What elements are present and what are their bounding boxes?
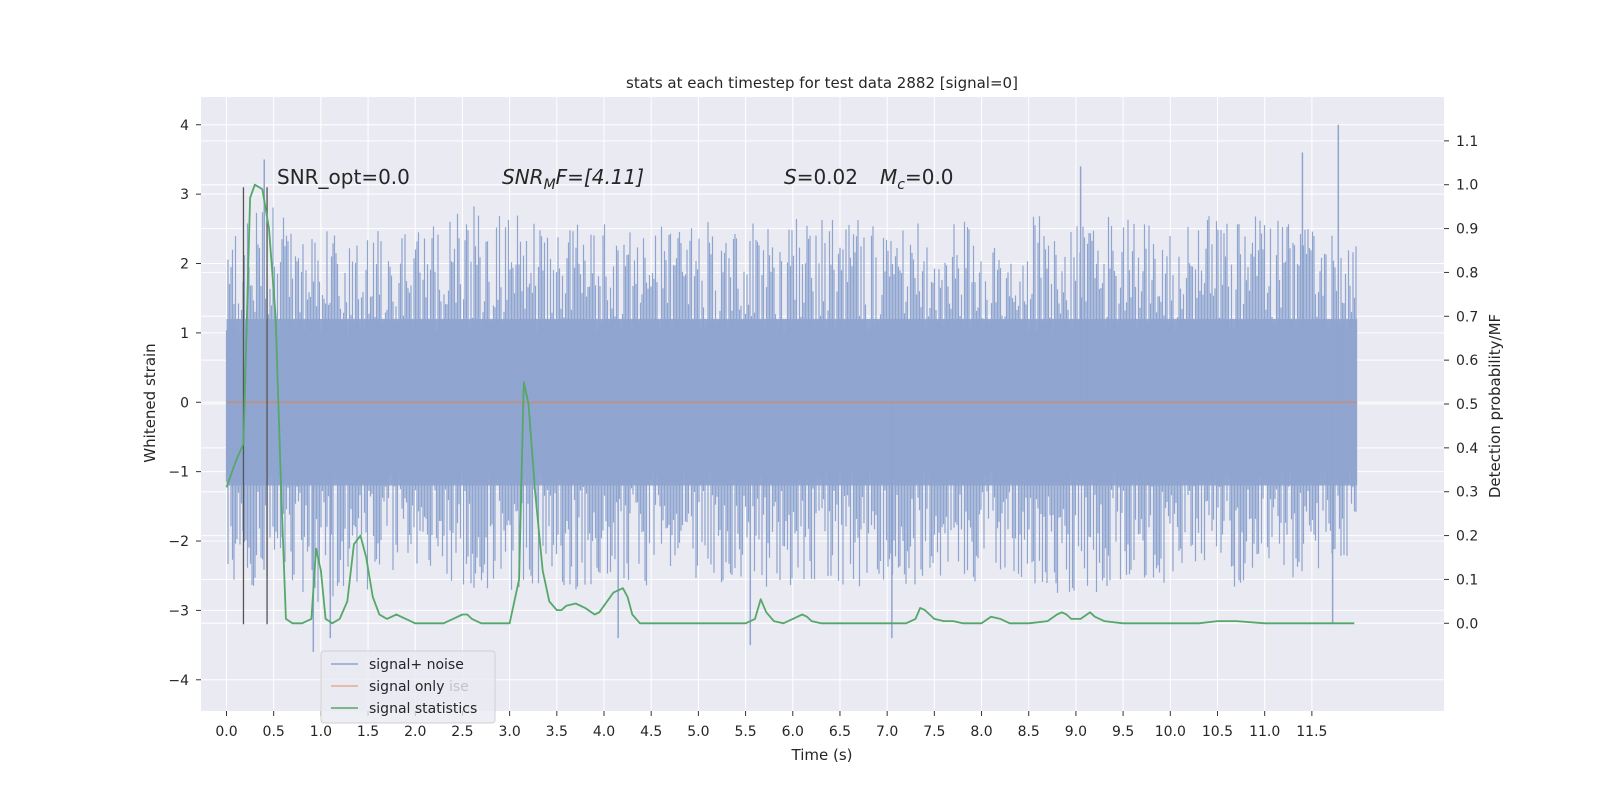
y-right-tick-label: 1.1 [1456, 134, 1478, 150]
y-tick-label: −2 [168, 534, 189, 550]
y-tick-label: 4 [180, 118, 189, 134]
y-right-tick-label: 0.6 [1456, 353, 1478, 369]
x-tick-label: 7.5 [923, 724, 945, 740]
signal-statistics-line [225, 183, 1355, 625]
x-axis-ticks: 0.0 0.5 1.0 1.5 2.0 2.5 3.0 3.5 4.0 4.5 5.0 5.5 6.0 6… [215, 711, 1327, 740]
y-right-tick-label: 0.8 [1456, 265, 1478, 281]
annotation-snr-opt: SNR_opt=0.0 [277, 165, 410, 189]
annotation-snr-mf: SNRMF=[4.11] [502, 165, 644, 193]
annotation-s-value: =0.02 [797, 165, 858, 189]
noise-trace [225, 206, 1357, 602]
y-right-axis-ticks: 1.1 1.0 0.9 0.8 0.7 0.6 0.5 0.4 0.3 0.2 0.1 0.0 [1444, 134, 1478, 632]
annotation-mc: Mc=0.0 [880, 165, 954, 193]
x-tick-label: 11.5 [1296, 724, 1327, 740]
legend-label-signal-only: signal only [369, 679, 444, 695]
x-tick-label: 4.5 [640, 724, 662, 740]
y-right-tick-label: 0.4 [1456, 441, 1478, 457]
y-tick-label: −4 [168, 673, 189, 689]
x-tick-label: 7.0 [876, 724, 898, 740]
y-tick-label: 1 [180, 326, 189, 342]
legend-overlap-text: ise [449, 679, 469, 695]
y-tick-label: 2 [180, 257, 189, 273]
annotation-mc-symbol: M [880, 165, 897, 189]
x-tick-label: 9.0 [1065, 724, 1087, 740]
legend-box [320, 650, 496, 724]
x-tick-label: 5.5 [734, 724, 756, 740]
x-tick-label: 10.5 [1202, 724, 1233, 740]
y-axis-ticks: 4 3 2 1 0 −1 −2 −3 −4 [168, 118, 201, 689]
x-tick-label: 2.5 [451, 724, 473, 740]
annotation-snr-mf-sub: M [544, 177, 556, 193]
y-right-tick-label: 0.1 [1456, 572, 1478, 588]
series-signal-statistics [225, 183, 1355, 625]
legend-label-signal-noise: signal+ noise [369, 657, 464, 673]
annotation-snr-mf-main: SNR [502, 165, 544, 189]
y-right-tick-label: 0.2 [1456, 529, 1478, 545]
annotation-s-symbol: S [784, 165, 797, 189]
y-right-axis-label: Detection probability/MF [1486, 314, 1504, 498]
x-tick-label: 1.0 [310, 724, 332, 740]
annotation-s: S=0.02 [784, 165, 858, 189]
annotation-snr-mf-rest: F=[4.11] [556, 165, 644, 189]
x-axis-label: Time (s) [791, 746, 853, 764]
x-tick-label: 6.0 [782, 724, 804, 740]
y-right-tick-label: 0.0 [1456, 616, 1478, 632]
y-right-tick-label: 0.7 [1456, 309, 1478, 325]
legend-label-signal-statistics: signal statistics [369, 701, 477, 717]
x-tick-label: 9.5 [1112, 724, 1134, 740]
y-right-tick-label: 0.9 [1456, 222, 1478, 238]
annotation-mc-value: =0.0 [905, 165, 954, 189]
x-tick-label: 6.5 [829, 724, 851, 740]
y-right-tick-label: 0.5 [1456, 397, 1478, 413]
x-tick-label: 3.0 [498, 724, 520, 740]
y-tick-label: −3 [168, 603, 189, 619]
y-tick-label: 3 [180, 187, 189, 203]
x-tick-label: 3.5 [546, 724, 568, 740]
y-tick-label: −1 [168, 465, 189, 481]
x-tick-label: 10.0 [1155, 724, 1186, 740]
y-axis-label: Whitened strain [141, 343, 159, 462]
x-tick-label: 1.5 [357, 724, 379, 740]
x-tick-label: 8.5 [1018, 724, 1040, 740]
x-tick-label: 8.0 [970, 724, 992, 740]
y-tick-label: 0 [180, 395, 189, 411]
x-tick-label: 4.0 [593, 724, 615, 740]
y-right-tick-label: 1.0 [1456, 178, 1478, 194]
y-right-tick-label: 0.3 [1456, 485, 1478, 501]
x-tick-label: 11.0 [1249, 724, 1280, 740]
x-tick-label: 0.0 [215, 724, 237, 740]
marker-vertical-lines [242, 187, 268, 625]
chart-title: stats at each timestep for test data 288… [626, 74, 1018, 92]
legend: ise signal+ noise signal only signal sta… [320, 650, 496, 724]
x-tick-label: 5.0 [687, 724, 709, 740]
x-tick-label: 0.5 [263, 724, 285, 740]
x-tick-label: 2.0 [404, 724, 426, 740]
annotation-mc-sub: c [897, 177, 905, 193]
